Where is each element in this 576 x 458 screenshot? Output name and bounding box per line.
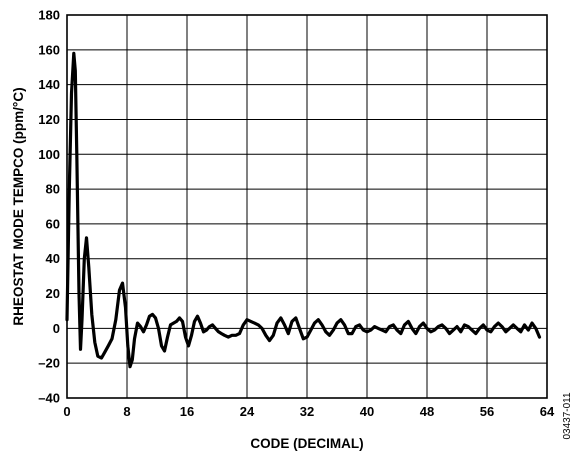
figure-id-label: 03437-011 <box>562 392 573 440</box>
grid-lines <box>66 14 548 399</box>
y-tick-label: 0 <box>53 321 60 336</box>
series-line <box>65 51 542 369</box>
y-tick-label: 40 <box>46 251 60 266</box>
x-tick-label: 0 <box>63 404 70 419</box>
plot-area-frame <box>66 14 548 399</box>
y-tick-label: 180 <box>38 8 60 23</box>
y-axis-title: RHEOSTAT MODE TEMPCO (ppm/°C) <box>11 87 26 325</box>
x-tick-label: 16 <box>180 404 194 419</box>
y-tick-label: 100 <box>38 147 60 162</box>
y-tick-label: 20 <box>46 286 60 301</box>
x-tick-label: 56 <box>480 404 494 419</box>
x-tick-label: 48 <box>420 404 434 419</box>
y-tick-label: –20 <box>38 356 60 371</box>
x-tick-label: 64 <box>540 404 555 419</box>
y-tick-label: 60 <box>46 216 60 231</box>
y-axis-tick-labels: –40 –20 0 20 40 60 80 100 120 140 160 180 <box>38 8 60 406</box>
x-axis-tick-labels: 0 8 16 24 32 40 48 56 64 <box>63 404 555 419</box>
x-tick-label: 8 <box>123 404 130 419</box>
y-tick-label: 120 <box>38 112 60 127</box>
x-tick-label: 24 <box>240 404 255 419</box>
y-tick-label: 80 <box>46 182 60 197</box>
y-tick-label: 160 <box>38 42 60 57</box>
y-tick-label: –40 <box>38 391 60 406</box>
x-tick-label: 32 <box>300 404 314 419</box>
x-tick-label: 40 <box>360 404 374 419</box>
x-axis-title: CODE (DECIMAL) <box>250 436 363 451</box>
y-tick-label: 140 <box>38 77 60 92</box>
